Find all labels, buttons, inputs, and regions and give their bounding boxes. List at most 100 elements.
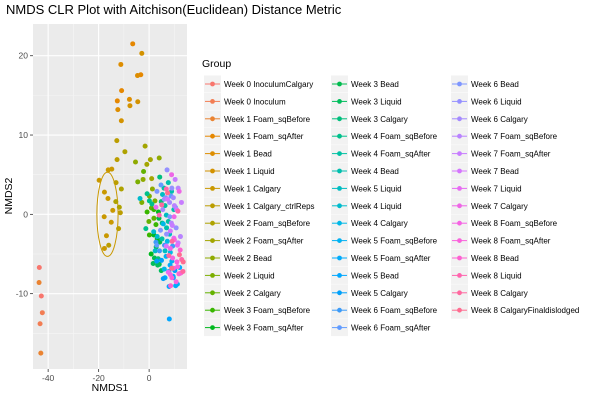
- legend-key-point: [457, 255, 462, 261]
- legend-label: Week 6 Foam_sqAfter: [351, 324, 431, 333]
- legend-key-point: [457, 99, 462, 104]
- data-point-series-40: [177, 247, 183, 253]
- legend-label: Week 2 Calgary: [224, 289, 281, 298]
- legend-key-point: [337, 133, 342, 139]
- data-point-series-11: [135, 179, 141, 185]
- data-point-series-30: [157, 227, 163, 233]
- legend-label: Week 8 Calgary: [471, 289, 528, 298]
- x-axis-title: NMDS1: [92, 382, 129, 394]
- legend-label: Week 1 Bead: [224, 150, 272, 159]
- data-point-series-0: [36, 264, 42, 270]
- legend-label: Week 1 Liquid: [224, 167, 275, 176]
- legend-label: Week 3 Bead: [351, 80, 399, 89]
- legend-label: Week 6 Liquid: [471, 97, 522, 106]
- data-point-series-42: [180, 268, 186, 274]
- data-point-series-41: [175, 208, 181, 214]
- data-point-series-30: [167, 214, 173, 220]
- data-point-series-43: [180, 259, 186, 265]
- legend-key-point: [457, 238, 462, 244]
- data-point-series-43: [176, 252, 182, 258]
- data-point-series-0: [38, 293, 44, 299]
- legend-key-point: [210, 307, 215, 313]
- data-point-series-22: [152, 248, 158, 254]
- data-point-series-5: [118, 118, 124, 124]
- data-point-series-13: [144, 209, 150, 215]
- data-point-series-33: [177, 234, 183, 240]
- data-point-series-38: [173, 279, 179, 285]
- legend: Week 0 InoculumCalgary Week 0 Inoculum Wee…: [204, 75, 579, 337]
- data-point-series-22: [154, 234, 160, 240]
- data-point-series-27: [154, 258, 160, 264]
- data-point-series-32: [160, 207, 166, 213]
- data-point-series-19: [159, 236, 165, 242]
- data-point-series-43: [169, 265, 175, 271]
- legend-label: Week 3 Foam_sqAfter: [224, 324, 304, 333]
- data-point-series-12: [146, 218, 152, 224]
- data-point-series-7: [113, 180, 119, 186]
- data-point-series-25: [173, 283, 179, 289]
- data-point-series-8: [113, 199, 119, 205]
- data-point-series-16: [155, 262, 161, 268]
- data-point-series-27: [159, 257, 165, 263]
- legend-label: Week 7 Calgary: [471, 202, 528, 211]
- legend-key-point: [210, 238, 215, 244]
- legend-label: Week 0 InoculumCalgary: [224, 80, 313, 89]
- legend-label: Week 5 Liquid: [351, 184, 402, 193]
- data-point-series-17: [157, 174, 163, 180]
- data-point-series-20: [165, 180, 171, 186]
- data-point-series-36: [174, 242, 180, 248]
- legend-label: Week 8 Foam_sqBefore: [471, 219, 558, 228]
- data-point-series-35: [165, 196, 171, 202]
- data-point-series-28: [156, 248, 162, 254]
- data-point-series-39: [169, 275, 175, 281]
- legend-label: Week 0 Inoculum: [224, 97, 286, 106]
- legend-label: Week 4 Bead: [351, 167, 399, 176]
- legend-key-point: [337, 220, 342, 226]
- data-point-series-22: [151, 229, 157, 235]
- data-point-series-7: [117, 210, 123, 216]
- legend-key-point: [210, 273, 215, 278]
- data-point-series-10: [140, 176, 146, 182]
- data-point-series-42: [159, 202, 165, 208]
- data-point-series-38: [175, 264, 181, 270]
- data-point-series-31: [173, 225, 179, 231]
- data-point-series-41: [156, 212, 162, 218]
- data-point-series-42: [166, 253, 172, 259]
- data-point-series-3: [130, 41, 136, 47]
- legend-key-point: [457, 220, 462, 226]
- data-point-series-8: [116, 204, 122, 210]
- legend-key-point: [337, 186, 342, 191]
- legend-label: Week 5 Calgary: [351, 289, 408, 298]
- legend-label: Week 8 CalgaryFinaldislodged: [471, 306, 579, 315]
- data-point-series-23: [164, 238, 170, 244]
- legend-label: Week 7 Bead: [471, 167, 519, 176]
- data-point-series-10: [132, 159, 138, 165]
- legend-key-point: [457, 186, 462, 191]
- legend-key-point: [337, 203, 342, 209]
- data-point-series-9: [142, 143, 148, 149]
- data-point-series-7: [114, 157, 120, 163]
- data-point-series-34: [172, 176, 178, 182]
- legend-key-point: [337, 81, 342, 87]
- legend-key-point: [457, 203, 462, 209]
- data-point-series-26: [166, 316, 172, 322]
- legend-label: Week 6 Calgary: [471, 115, 528, 124]
- legend-key-point: [457, 151, 462, 157]
- data-point-series-4: [115, 107, 121, 113]
- legend-key-point: [210, 255, 215, 261]
- data-point-series-6: [101, 245, 107, 251]
- data-point-series-29: [158, 182, 164, 188]
- data-point-series-6: [110, 207, 116, 213]
- data-point-series-38: [170, 255, 176, 261]
- legend-key-point: [210, 151, 215, 157]
- data-point-series-34: [169, 222, 175, 228]
- legend-label: Week 8 Bead: [471, 254, 519, 263]
- data-point-series-31: [164, 167, 170, 173]
- data-point-series-12: [151, 215, 157, 221]
- legend-label: Week 5 Bead: [351, 271, 399, 280]
- y-tick-label: 0: [23, 209, 28, 219]
- legend-key-point: [210, 99, 215, 104]
- x-tick-label: 0: [147, 373, 152, 383]
- y-tick-label: 10: [19, 130, 29, 140]
- legend-label: Week 2 Liquid: [224, 271, 275, 280]
